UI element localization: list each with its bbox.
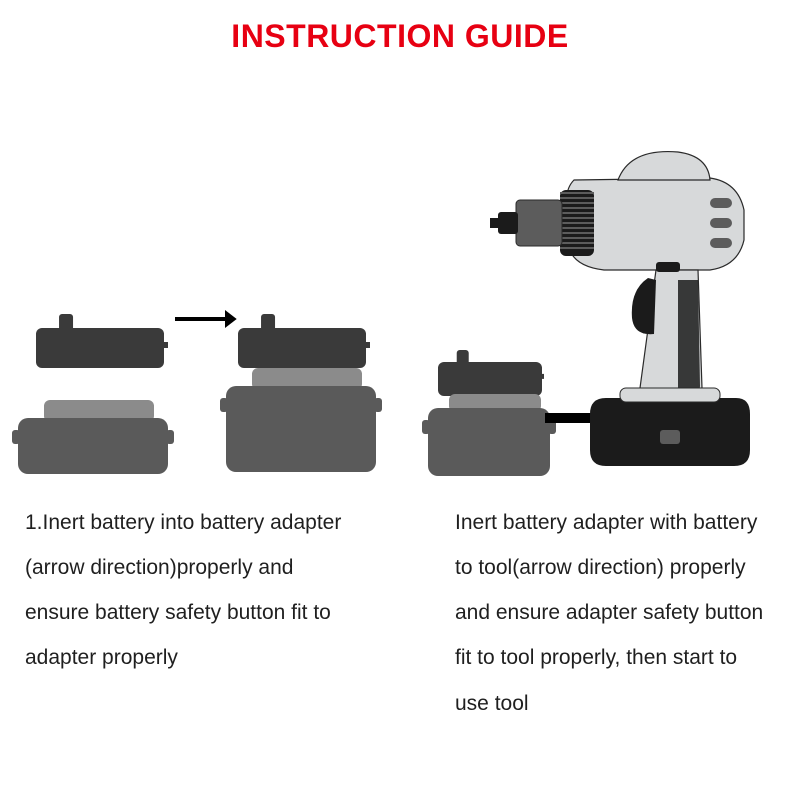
caption-step-1: 1.Inert battery into battery adapter (ar… [25,500,355,681]
page: INSTRUCTION GUIDE 1.Inert battery into b… [0,0,800,800]
caption-step-2: Inert battery adapter with battery to to… [455,500,775,726]
arrow-0 [175,310,237,328]
